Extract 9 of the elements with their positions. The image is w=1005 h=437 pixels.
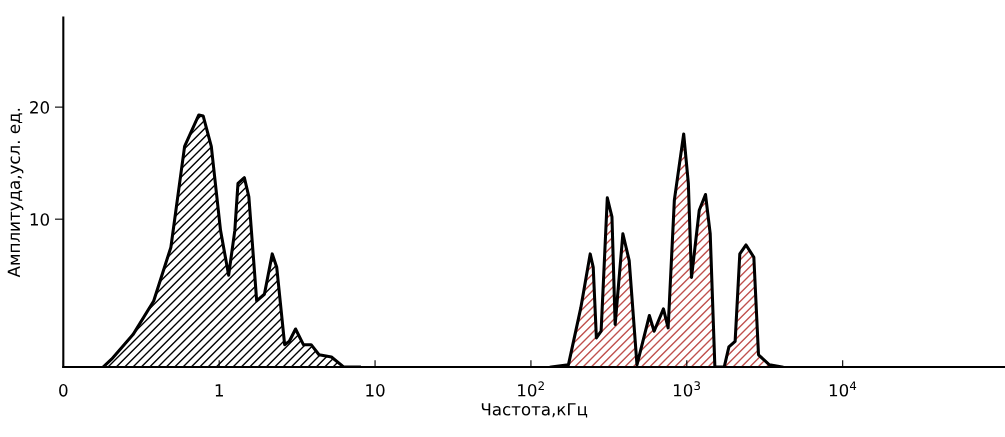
- x-tick-label: 0: [59, 384, 68, 397]
- x-tick-label: 10: [366, 384, 385, 397]
- x-tick-label: 1: [215, 384, 223, 397]
- x-axis-title: Частота,кГц: [481, 403, 588, 418]
- x-tick-label: 10$^{3}$: [673, 381, 700, 397]
- y-axis-title: Амплитуда,усл. ед.: [7, 108, 24, 278]
- y-tick-label: 20: [30, 101, 50, 114]
- x-tick-label: 10$^{2}$: [518, 381, 544, 397]
- x-tick-label: 10$^{4}$: [829, 381, 857, 397]
